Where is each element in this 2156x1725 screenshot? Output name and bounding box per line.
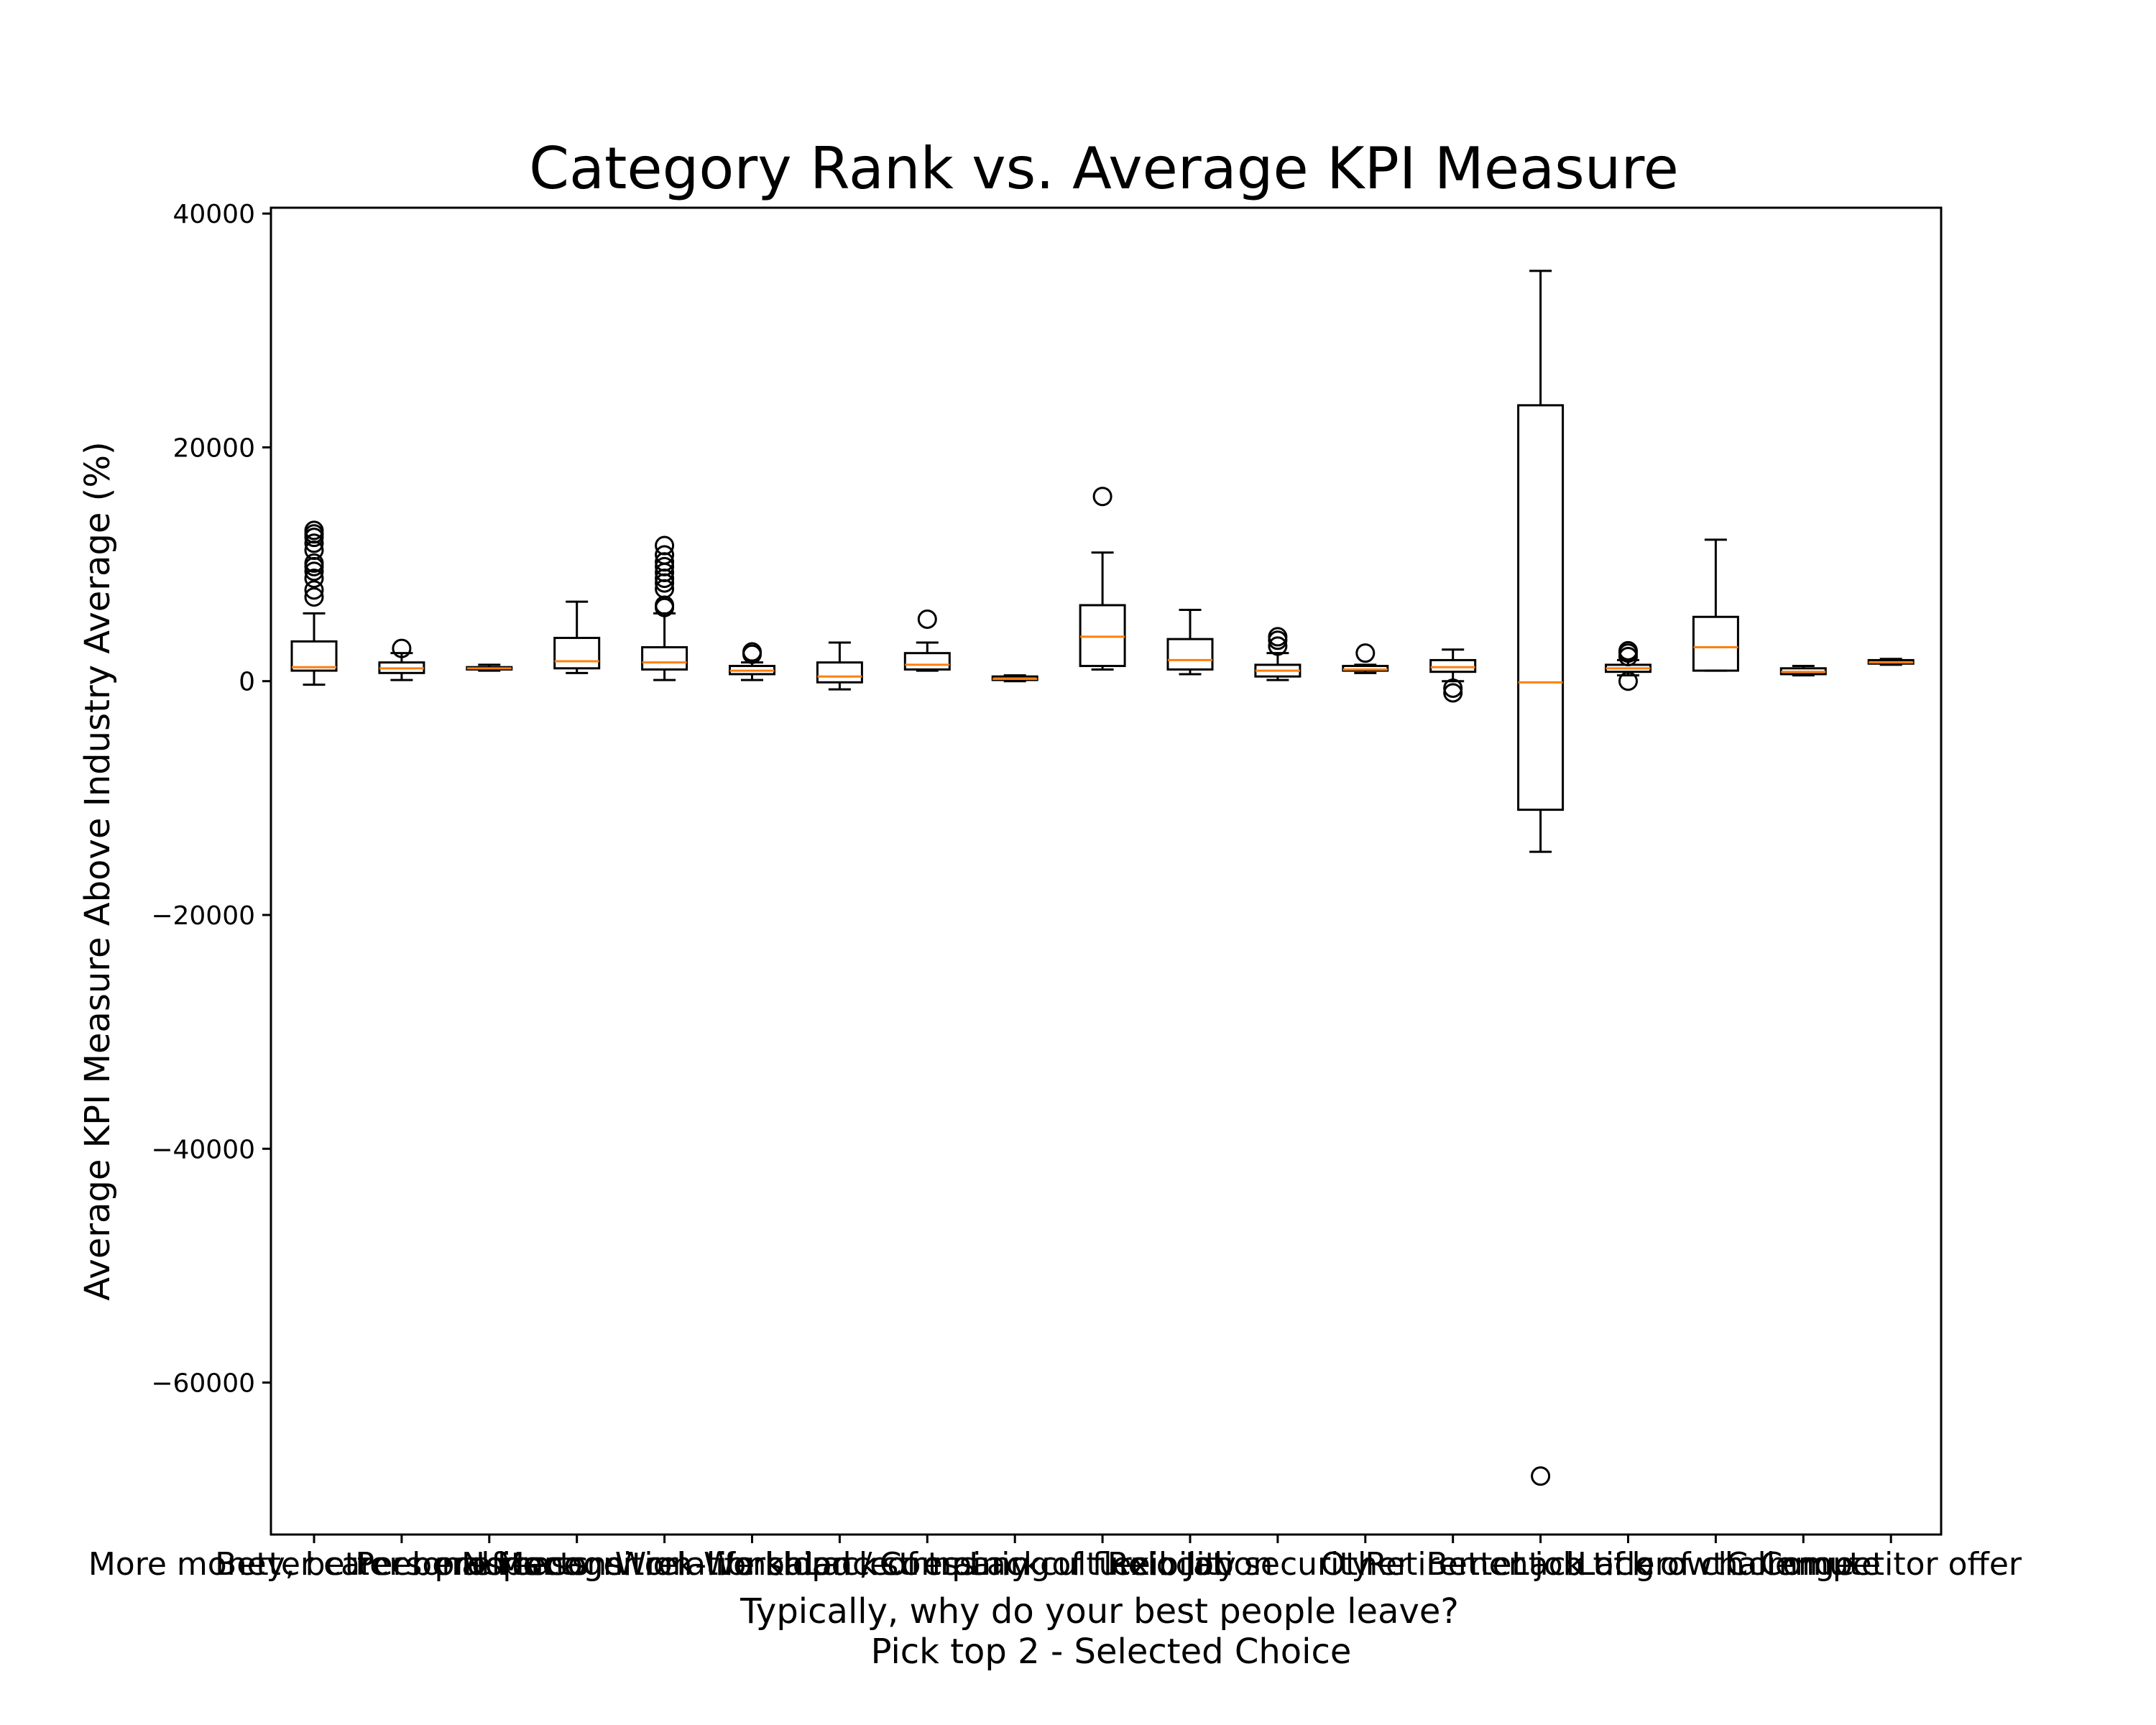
plot-area-frame xyxy=(270,206,1943,1536)
x-tick-label: Lack of training xyxy=(804,1546,1050,1583)
x-tick-label: Job security xyxy=(1183,1546,1370,1583)
iqr-box xyxy=(641,646,688,671)
outlier-point xyxy=(742,642,762,662)
outlier-point xyxy=(655,556,675,576)
outlier-point xyxy=(1443,678,1463,698)
iqr-box xyxy=(1692,615,1739,672)
outlier-point xyxy=(655,545,675,565)
y-tick-label: −20000 xyxy=(151,901,255,931)
y-tick-label: 0 xyxy=(239,668,255,697)
box-11 xyxy=(1166,608,1214,676)
outlier-point xyxy=(304,533,324,553)
outlier-point xyxy=(304,561,324,581)
x-tick-label: Retirement xyxy=(1365,1546,1540,1583)
box-9 xyxy=(991,674,1038,683)
y-axis-label: Average KPI Measure Above Industry Avera… xyxy=(78,441,118,1300)
x-tick-label: Manager relationship xyxy=(497,1546,831,1583)
outlier-point xyxy=(304,520,324,540)
outlier-point xyxy=(304,580,324,600)
outlier-point xyxy=(304,569,324,589)
iqr-box xyxy=(1429,658,1477,673)
x-tick-label: Commute xyxy=(1726,1546,1881,1583)
y-tick-label: −60000 xyxy=(151,1369,255,1399)
box-4 xyxy=(553,600,601,674)
outlier-point xyxy=(1618,671,1638,691)
x-tick-label: Personal reasons xyxy=(355,1546,623,1583)
box-series xyxy=(290,270,1915,1486)
iqr-box xyxy=(553,637,601,670)
box-7 xyxy=(816,641,863,691)
outlier-point xyxy=(1355,643,1376,663)
box-6 xyxy=(729,642,775,681)
box-15 xyxy=(1517,270,1565,1486)
x-tick-label: Better career prospects xyxy=(215,1546,589,1583)
x-tick-label: Work-life balance xyxy=(615,1546,890,1583)
y-tick-label: −40000 xyxy=(151,1135,255,1164)
outlier-point xyxy=(304,553,324,573)
y-axis-ticks: 40000 20000 0 −20000 −40000 −60000 xyxy=(151,200,271,1399)
x-tick-label: Lack of flexibility xyxy=(969,1546,1236,1583)
y-tick-label: 40000 xyxy=(172,200,255,229)
x-tick-label: Relocation xyxy=(1107,1546,1273,1583)
x-axis-label-line2: Pick top 2 - Selected Choice xyxy=(871,1632,1352,1672)
box-8 xyxy=(903,610,951,672)
outlier-point xyxy=(1531,1466,1551,1486)
box-13 xyxy=(1342,643,1389,674)
x-tick-label: No recognition xyxy=(461,1546,692,1583)
iqr-box xyxy=(1079,604,1126,668)
iqr-box xyxy=(1517,404,1565,811)
box-12 xyxy=(1254,627,1302,681)
box-18 xyxy=(1779,665,1827,677)
iqr-box xyxy=(903,652,951,671)
box-19 xyxy=(1867,658,1915,666)
outlier-point xyxy=(392,638,412,658)
chart-title: Category Rank vs. Average KPI Measure xyxy=(529,135,1679,202)
outlier-point xyxy=(1092,487,1112,507)
outlier-point xyxy=(1268,627,1288,647)
iqr-box xyxy=(816,661,863,684)
x-tick-label: Competitor offer xyxy=(1760,1546,2022,1583)
box-3 xyxy=(466,663,513,672)
box-2 xyxy=(378,638,425,681)
x-tick-label: Better job title xyxy=(1427,1546,1655,1583)
box-5 xyxy=(641,535,688,681)
outlier-point xyxy=(1268,636,1288,656)
box-16 xyxy=(1605,640,1651,691)
outlier-point xyxy=(655,535,675,556)
x-axis-label: Typically, why do your best people leave… xyxy=(740,1591,1459,1632)
outlier-point xyxy=(304,587,324,607)
x-tick-label: Other xyxy=(1320,1546,1411,1583)
x-tick-label: Lack of challenge xyxy=(1577,1546,1854,1583)
outlier-point xyxy=(1443,683,1463,703)
x-tick-label: More money, better benefits xyxy=(88,1546,540,1583)
box-17 xyxy=(1692,538,1739,672)
x-tick-label: Company culture xyxy=(880,1546,1151,1583)
iqr-box xyxy=(290,640,338,672)
box-14 xyxy=(1429,648,1477,703)
y-tick-label: 20000 xyxy=(172,433,255,463)
outlier-point xyxy=(1618,640,1638,661)
box-1 xyxy=(290,520,338,686)
outlier-point xyxy=(917,610,937,630)
box-10 xyxy=(1079,487,1126,671)
x-tick-label: Workload / stress xyxy=(704,1546,975,1583)
x-tick-label: Lack of growth xyxy=(1511,1546,1745,1583)
iqr-box xyxy=(1166,638,1214,671)
iqr-box xyxy=(1342,665,1389,672)
